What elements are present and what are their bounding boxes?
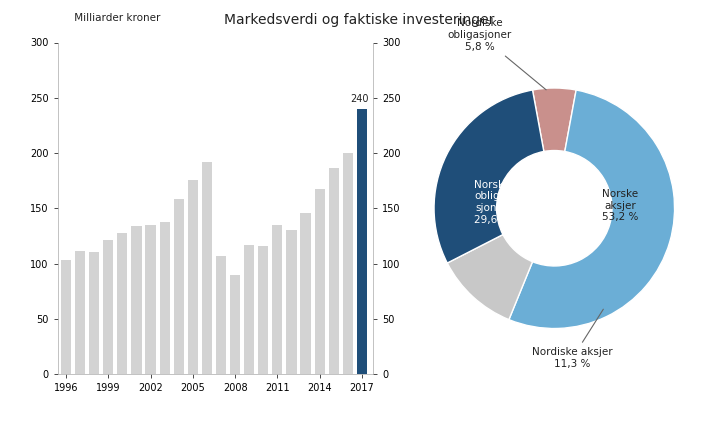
Bar bbox=[145, 225, 155, 374]
Bar bbox=[202, 162, 212, 374]
Bar bbox=[258, 246, 268, 374]
Bar bbox=[188, 179, 198, 374]
Bar bbox=[343, 153, 353, 374]
Bar bbox=[89, 252, 99, 374]
Text: Nordiske aksjer
11,3 %: Nordiske aksjer 11,3 % bbox=[532, 309, 613, 369]
Bar bbox=[173, 199, 184, 374]
Bar bbox=[286, 230, 296, 374]
Text: Milliarder kroner: Milliarder kroner bbox=[58, 13, 160, 23]
Text: Markedsverdi og faktiske investeringer: Markedsverdi og faktiske investeringer bbox=[224, 13, 495, 27]
Bar bbox=[314, 190, 325, 374]
Bar bbox=[230, 275, 240, 374]
Bar bbox=[244, 245, 255, 374]
Bar bbox=[301, 212, 311, 374]
Bar bbox=[75, 251, 85, 374]
Bar bbox=[61, 260, 71, 374]
Bar bbox=[273, 225, 283, 374]
Wedge shape bbox=[509, 90, 674, 329]
Bar bbox=[216, 256, 226, 374]
Bar bbox=[117, 232, 127, 374]
Bar bbox=[132, 226, 142, 374]
Text: 240: 240 bbox=[351, 94, 369, 105]
Wedge shape bbox=[447, 235, 533, 320]
Text: Nordiske
obligasjoner
5,8 %: Nordiske obligasjoner 5,8 % bbox=[448, 18, 546, 90]
Bar bbox=[160, 221, 170, 374]
Wedge shape bbox=[434, 90, 544, 263]
Bar bbox=[329, 168, 339, 374]
Bar bbox=[357, 109, 367, 374]
Bar bbox=[104, 240, 114, 374]
Text: Norske
obliga-
sjoner
29,6 %: Norske obliga- sjoner 29,6 % bbox=[474, 180, 510, 225]
Wedge shape bbox=[533, 88, 576, 151]
Text: Norske
aksjer
53,2 %: Norske aksjer 53,2 % bbox=[603, 189, 638, 222]
